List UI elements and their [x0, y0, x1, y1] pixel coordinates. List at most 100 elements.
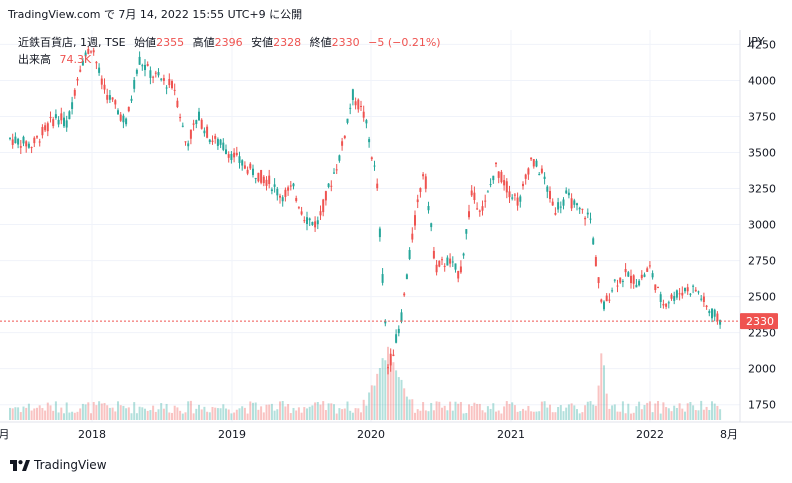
candle-body	[333, 172, 335, 174]
candle-body	[19, 146, 22, 148]
candle-body	[646, 268, 649, 272]
candle-body	[76, 78, 79, 81]
candle-body	[252, 168, 254, 175]
volume-bar	[349, 410, 352, 420]
candle-body	[314, 221, 317, 228]
candle-body	[154, 72, 157, 74]
candle-body	[181, 125, 184, 127]
volume-bar	[462, 413, 465, 420]
candle-body	[397, 328, 400, 334]
volume-bar	[319, 404, 322, 420]
candle-body	[141, 65, 144, 67]
candle-body	[303, 220, 306, 222]
volume-bar	[343, 408, 346, 420]
candle-body	[376, 183, 379, 189]
volume-bar	[640, 409, 643, 420]
volume-bar	[241, 406, 244, 420]
volume-bar	[384, 360, 387, 420]
candle-body	[222, 142, 225, 150]
volume-bar	[346, 401, 349, 420]
candle-body	[249, 163, 252, 169]
candle-body	[25, 141, 28, 147]
candle-body	[98, 67, 101, 73]
volume-bar	[160, 403, 163, 420]
candle-body	[22, 136, 25, 144]
volume-bar	[127, 407, 130, 420]
candle-body	[670, 294, 673, 299]
volume-bar	[30, 410, 33, 420]
candle-body	[324, 191, 327, 201]
candle-body	[11, 139, 14, 145]
volume-bar	[597, 385, 600, 420]
candle-body	[44, 125, 47, 131]
volume-bar	[586, 401, 589, 420]
candle-body	[9, 137, 11, 139]
candle-body	[608, 299, 611, 301]
volume-bar	[473, 402, 476, 420]
volume-bar	[195, 408, 198, 420]
candle-body	[500, 171, 503, 183]
candle-body	[519, 196, 522, 202]
candle-body	[219, 139, 222, 145]
candle-body	[621, 280, 624, 282]
volume-bar	[427, 411, 430, 420]
volume-bar	[25, 407, 28, 420]
candle-body	[522, 183, 524, 187]
price-chart[interactable]: 1750 2000 2250 2500 2750 3000 3250 3500 3750 4000…	[0, 0, 792, 460]
volume-bar	[667, 408, 670, 420]
volume-bar	[54, 401, 57, 420]
volume-bar	[451, 410, 454, 420]
candle-body	[195, 120, 198, 125]
time-tick-label: 2021	[497, 428, 525, 441]
candle-body	[346, 118, 349, 123]
svg-text:2330: 2330	[746, 315, 774, 328]
candle-body	[189, 129, 192, 139]
volume-bar	[719, 409, 722, 420]
volume-bar	[454, 401, 457, 420]
candle-body	[681, 292, 684, 296]
candle-body	[71, 102, 74, 109]
volume-bar	[162, 408, 165, 420]
volume-bar	[211, 406, 214, 420]
volume-bar	[624, 413, 627, 420]
candle-body	[227, 154, 230, 158]
volume-bar	[392, 362, 395, 420]
candle-body	[603, 301, 605, 310]
price-tick-label: 2250	[748, 327, 776, 340]
candle-body	[176, 100, 179, 108]
candle-body	[357, 99, 360, 110]
volume-bar	[95, 405, 98, 420]
volume-bar	[497, 410, 500, 420]
volume-bar	[619, 411, 622, 420]
volume-bar	[111, 407, 114, 420]
volume-bar	[519, 411, 522, 420]
volume-bar	[532, 411, 535, 420]
candle-body	[662, 303, 665, 306]
volume-bar	[389, 359, 392, 420]
volume-bar	[300, 412, 303, 420]
price-tick-label: 2500	[748, 291, 776, 304]
volume-bar	[216, 408, 219, 420]
volume-bar	[125, 408, 128, 420]
volume-bar	[576, 409, 578, 420]
volume-label: 出来高	[18, 53, 51, 66]
candle-body	[459, 266, 462, 273]
volume-bar	[603, 365, 605, 420]
candle-body	[422, 174, 425, 177]
volume-bar	[397, 377, 400, 420]
volume-bar	[152, 405, 155, 420]
candle-body	[92, 50, 95, 53]
candle-body	[489, 184, 492, 186]
volume-bar	[711, 401, 713, 420]
candle-body	[203, 130, 206, 134]
volume-bar	[138, 406, 141, 420]
candle-body	[624, 269, 627, 273]
candle-body	[654, 284, 657, 291]
volume-bar	[692, 405, 695, 420]
time-tick-label: 2022	[636, 428, 664, 441]
candle-body	[284, 189, 287, 197]
volume-bar	[589, 401, 592, 420]
candle-body	[384, 320, 387, 324]
close-label: 終値	[309, 36, 332, 49]
candle-body	[705, 305, 708, 308]
